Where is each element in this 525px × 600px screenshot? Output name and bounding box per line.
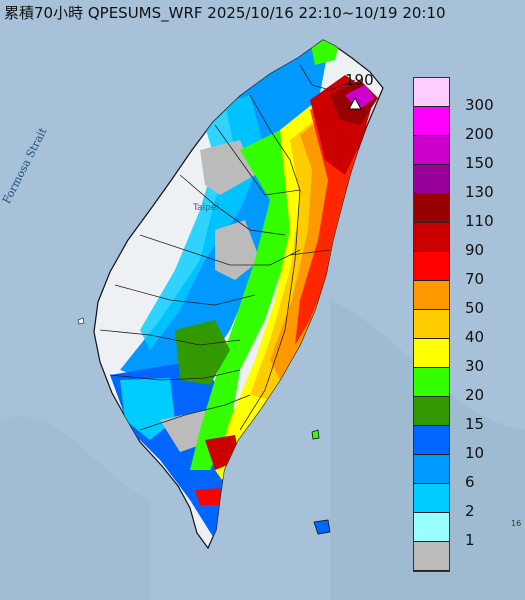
county-boundary: [239, 189, 301, 431]
rain-area-70mm: [195, 488, 222, 505]
legend-swatch: [414, 281, 449, 310]
legend-label: 30: [465, 357, 485, 375]
legend-label: 200: [465, 125, 494, 143]
county-boundary: [289, 249, 331, 256]
rain-area-150mm: [345, 85, 375, 110]
county-boundary: [249, 94, 301, 191]
legend-swatch: [414, 513, 449, 542]
city-label: Taipei: [193, 203, 219, 213]
legend-label: 2: [465, 502, 475, 520]
legend-label: 1: [465, 531, 475, 549]
color-legend: [413, 77, 450, 572]
legend-swatch: [414, 107, 449, 136]
county-boundary: [139, 234, 301, 266]
rain-area-15mm: [175, 320, 230, 385]
legend-label: 90: [465, 241, 485, 259]
county-boundary: [109, 369, 241, 381]
legend-label: 300: [465, 96, 494, 114]
county-boundary: [299, 64, 356, 91]
legend-label: 70: [465, 270, 485, 288]
legend-swatch: [414, 426, 449, 455]
small-islet: [77, 317, 85, 325]
legend-label: 10: [465, 444, 485, 462]
legend-label: 50: [465, 299, 485, 317]
corner-label: 16: [511, 519, 522, 528]
legend-swatch: [414, 310, 449, 339]
map-title: 累積70小時 QPESUMS_WRF 2025/10/16 22:10~10/1…: [4, 4, 446, 22]
legend-label: 15: [465, 415, 485, 433]
legend-swatch: [414, 194, 449, 223]
rain-area-20mm: [310, 40, 340, 65]
legend-label: 6: [465, 473, 475, 491]
orchid-island: [313, 519, 331, 535]
county-boundaries: [99, 64, 356, 431]
legend-swatch: [414, 368, 449, 397]
max-marker-icon: [348, 96, 362, 110]
legend-label: 130: [465, 183, 494, 201]
county-boundary: [139, 394, 251, 431]
legend-swatch: [414, 223, 449, 252]
green-island: [311, 429, 320, 440]
legend-swatch: [414, 252, 449, 281]
legend-label: 110: [465, 212, 494, 230]
county-boundary: [179, 174, 286, 236]
legend-swatch: [414, 339, 449, 368]
rainfall-overlay: [110, 40, 378, 540]
sea-texture: [0, 416, 150, 600]
legend-label: 20: [465, 386, 485, 404]
legend-swatch: [414, 165, 449, 194]
county-boundary: [99, 329, 241, 346]
legend-swatch: [414, 455, 449, 484]
max-value-label: 190: [345, 71, 374, 89]
rain-area-gray: [200, 140, 255, 195]
legend-swatch: [414, 397, 449, 426]
legend-label: 150: [465, 154, 494, 172]
rain-area-20mm: [190, 120, 300, 470]
legend-label: 40: [465, 328, 485, 346]
county-boundary: [214, 124, 301, 196]
legend-swatch: [414, 484, 449, 513]
legend-swatch: [414, 542, 449, 571]
rain-area-2mm: [120, 378, 175, 440]
legend-swatch: [414, 78, 449, 107]
legend-swatch: [414, 136, 449, 165]
county-boundary: [114, 284, 256, 306]
